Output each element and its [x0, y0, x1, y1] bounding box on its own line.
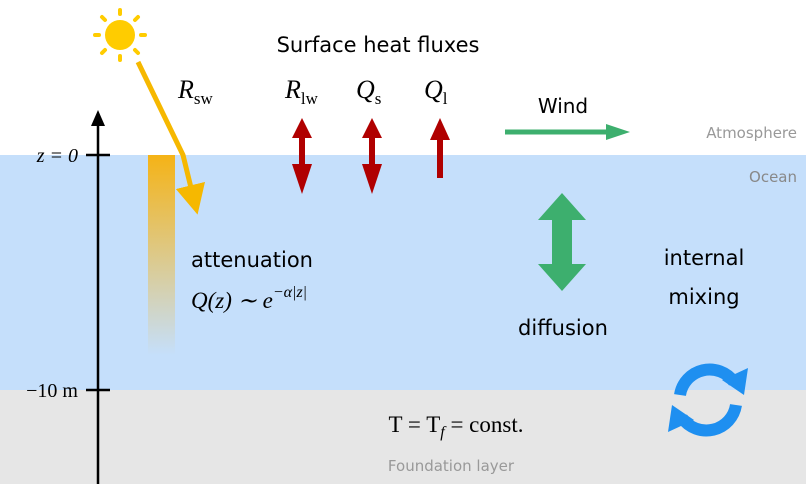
- flux-symbol: R: [177, 75, 194, 104]
- attenuation-formula: Q(z) ∼ e−α|z|: [191, 284, 307, 313]
- title: Surface heat fluxes: [277, 33, 480, 57]
- eq-sub: f: [440, 424, 447, 441]
- foundation-layer: [0, 390, 806, 484]
- flux-labels: Rsw Rlw Qs Ql: [177, 75, 448, 108]
- flux-symbol: R: [284, 75, 301, 104]
- flux-label: Rsw: [177, 75, 214, 108]
- axis-label: z = 0: [36, 145, 78, 167]
- flux-arrows: [292, 118, 450, 194]
- axis-label: −10 m: [26, 380, 78, 402]
- flux-symbol: Q: [356, 75, 375, 104]
- region-label: Atmosphere: [706, 124, 797, 142]
- mixing-icon: [674, 363, 742, 437]
- flux-symbol: Q: [424, 75, 443, 104]
- wind-arrowhead: [606, 124, 630, 140]
- attenuation-label: attenuation: [191, 248, 313, 272]
- wind-label: Wind: [538, 94, 588, 118]
- shortwave-arrow: [135, 60, 206, 215]
- formula-sup: −α|z|: [273, 284, 307, 301]
- mixing-label: internal: [664, 246, 745, 270]
- formula-base: Q(z) ∼ e: [191, 288, 273, 313]
- diffusion-label: diffusion: [518, 316, 608, 340]
- eq-post: = const.: [445, 412, 524, 437]
- attenuation-bar: [148, 155, 175, 355]
- mixing-arrowhead: [668, 405, 694, 432]
- sun: [93, 8, 147, 62]
- diffusion-arrow: [538, 193, 586, 291]
- mixing-label: mixing: [668, 285, 739, 309]
- flux-subscript: s: [375, 89, 382, 108]
- flux-label: Ql: [424, 75, 448, 108]
- region-label: Ocean: [749, 168, 797, 186]
- eq-pre: T = T: [389, 412, 441, 437]
- flux-label: Rlw: [284, 75, 319, 108]
- flux-subscript: lw: [301, 89, 319, 108]
- flux-subscript: sw: [194, 89, 214, 108]
- axis-arrow: [91, 110, 105, 126]
- ocean-layer: [0, 155, 806, 390]
- foundation-equation: T = Tf = const.: [389, 412, 524, 441]
- flux-subscript: l: [443, 89, 448, 108]
- mixing-arrowhead: [722, 368, 748, 395]
- region-label: Foundation layer: [388, 457, 515, 475]
- flux-label: Qs: [356, 75, 381, 108]
